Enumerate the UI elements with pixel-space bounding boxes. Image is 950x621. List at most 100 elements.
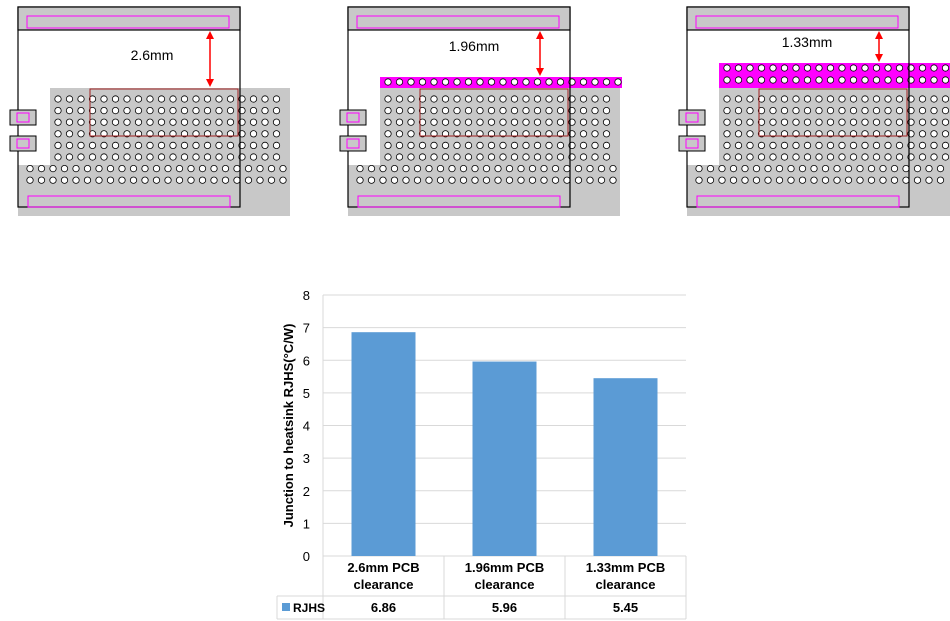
via — [734, 141, 743, 149]
via — [418, 78, 427, 86]
via — [706, 176, 715, 184]
via — [180, 118, 189, 126]
side-pin-pad — [16, 112, 30, 123]
via — [187, 165, 195, 173]
via — [884, 95, 892, 103]
via — [100, 141, 108, 149]
via — [872, 141, 881, 149]
via — [256, 165, 264, 173]
via — [734, 107, 743, 115]
via — [395, 118, 404, 126]
via — [233, 176, 241, 184]
via — [88, 130, 97, 138]
via — [734, 118, 743, 126]
via — [941, 95, 950, 103]
via — [936, 176, 945, 184]
via — [787, 176, 795, 184]
via — [591, 130, 599, 138]
via — [884, 64, 892, 72]
via — [930, 130, 938, 138]
via — [522, 118, 530, 126]
via — [517, 176, 525, 184]
via — [510, 78, 519, 86]
y-tick-label: 8 — [303, 288, 310, 303]
via — [780, 64, 789, 72]
via — [65, 153, 74, 161]
via — [418, 153, 427, 161]
via — [476, 153, 484, 161]
y-tick-label: 5 — [303, 386, 310, 401]
via — [141, 176, 149, 184]
via — [487, 153, 496, 161]
via — [695, 176, 703, 184]
via — [602, 130, 611, 138]
via — [111, 95, 120, 103]
via — [221, 165, 230, 173]
via — [913, 165, 922, 173]
via — [482, 176, 491, 184]
via — [872, 95, 881, 103]
via — [54, 130, 62, 138]
via — [769, 153, 777, 161]
via — [510, 153, 519, 161]
via — [522, 107, 530, 115]
via — [244, 176, 253, 184]
via — [602, 78, 611, 86]
via — [533, 118, 542, 126]
via — [49, 176, 57, 184]
via — [453, 95, 461, 103]
via — [453, 118, 461, 126]
via — [533, 107, 542, 115]
via — [77, 95, 85, 103]
clearance-label: 1.33mm — [782, 34, 833, 50]
via — [602, 153, 611, 161]
via — [95, 176, 103, 184]
via — [792, 107, 800, 115]
via — [459, 165, 468, 173]
side-pin — [678, 109, 706, 126]
via — [533, 130, 542, 138]
via — [464, 130, 473, 138]
legend-label: RJHS — [293, 601, 325, 615]
via — [769, 130, 777, 138]
via — [757, 118, 766, 126]
heatsink-lid — [686, 6, 910, 31]
via — [169, 118, 177, 126]
via — [395, 107, 404, 115]
via — [175, 176, 184, 184]
via — [918, 107, 927, 115]
via — [861, 64, 869, 72]
via — [884, 153, 892, 161]
via — [418, 107, 427, 115]
via — [918, 153, 927, 161]
via — [436, 165, 445, 173]
via — [83, 176, 92, 184]
via — [579, 107, 588, 115]
via — [157, 130, 166, 138]
side-pin-pad — [685, 138, 699, 149]
via — [430, 130, 438, 138]
via — [169, 141, 177, 149]
via — [88, 153, 97, 161]
bar — [593, 378, 658, 556]
via — [418, 95, 427, 103]
via — [890, 165, 899, 173]
via — [494, 165, 502, 173]
via — [586, 165, 594, 173]
via — [407, 118, 415, 126]
via — [803, 107, 812, 115]
via — [879, 176, 887, 184]
via — [106, 176, 115, 184]
via — [118, 176, 126, 184]
via — [407, 153, 415, 161]
via — [146, 141, 154, 149]
via — [487, 118, 496, 126]
via — [441, 130, 450, 138]
via — [884, 118, 892, 126]
y-tick-label: 3 — [303, 451, 310, 466]
via — [545, 118, 553, 126]
via — [556, 153, 565, 161]
via — [838, 118, 846, 126]
via — [706, 165, 715, 173]
via — [591, 78, 599, 86]
